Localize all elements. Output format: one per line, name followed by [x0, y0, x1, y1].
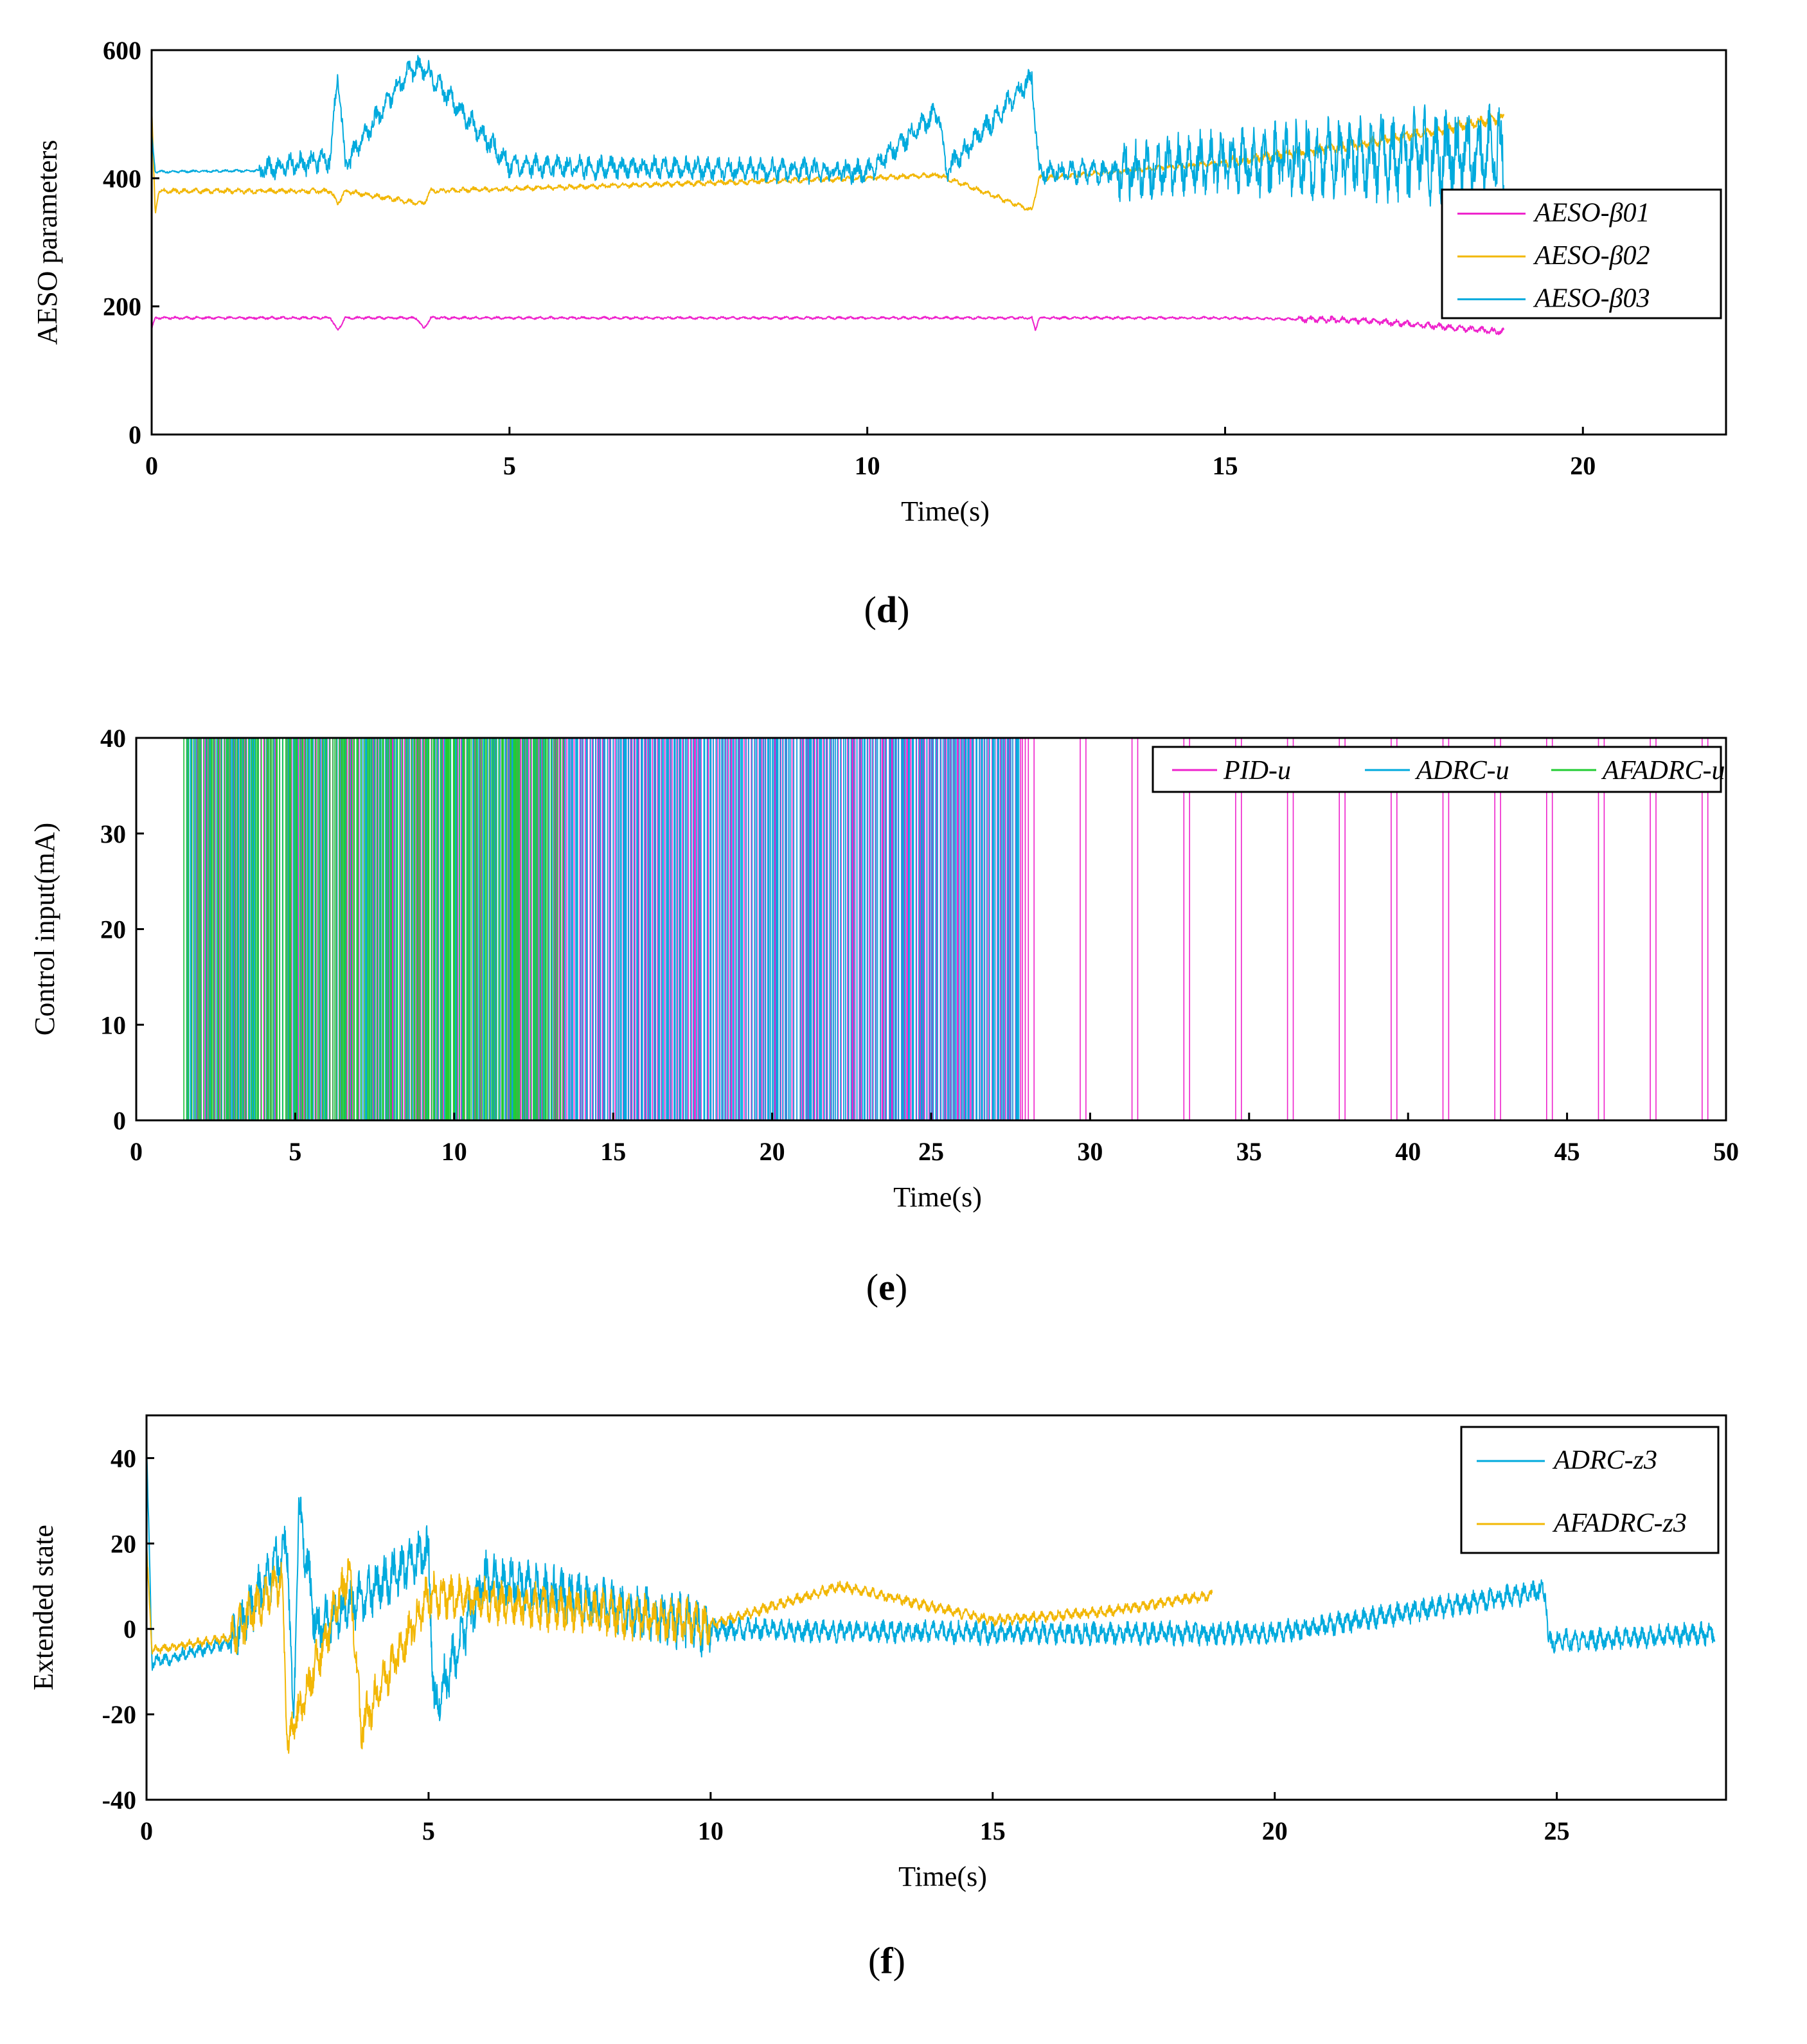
x-tick-label: 15 [600, 1137, 626, 1166]
caption-open-paren: ( [868, 1940, 880, 1982]
y-tick-label: 400 [103, 164, 141, 193]
panel-caption: (e) [866, 1266, 907, 1308]
chart-d: 0 200 400 600 0 5 10 15 20 Time(s) AESO parameters… [31, 36, 1727, 631]
legend-entry: AFADRC-z3 [1552, 1509, 1687, 1538]
series-line-afadrc-z3 [147, 1544, 1213, 1754]
x-tick-label: 25 [918, 1137, 944, 1166]
caption-open-paren: ( [864, 589, 877, 631]
x-tick-label: 35 [1236, 1137, 1262, 1166]
y-axis-label: Extended state [28, 1525, 59, 1690]
legend-entry: ADRC-z3 [1552, 1446, 1657, 1475]
x-tick-label: 30 [1077, 1137, 1103, 1166]
caption-close-paren: ) [897, 589, 909, 631]
x-axis-label: Time(s) [901, 496, 990, 527]
y-tick-label: 200 [103, 292, 141, 321]
x-tick-label: 0 [140, 1816, 153, 1845]
caption-open-paren: ( [866, 1266, 878, 1308]
legend-box [1152, 746, 1722, 793]
y-tick-label: 20 [111, 1529, 136, 1558]
caption-letter: d [877, 589, 897, 631]
series-line-aeso-03 [152, 55, 1505, 207]
chart-f: -40 -20 0 20 40 0 5 10 15 20 25 Time(s) Extended sta… [28, 1414, 1727, 1982]
legend: AESO-β01 AESO-β02 AESO-β03 [1441, 188, 1722, 319]
x-tick-label: 15 [1212, 451, 1238, 480]
plot-area [152, 55, 1505, 336]
panel-caption: (d) [864, 589, 910, 631]
series-line-adrc-z3 [147, 1442, 1716, 1721]
y-tick-label: 0 [129, 420, 141, 449]
x-tick-label: 0 [145, 451, 158, 480]
x-tick-label: 40 [1395, 1137, 1421, 1166]
x-axis-label: Time(s) [893, 1181, 982, 1213]
caption-letter: f [880, 1940, 893, 1982]
y-tick-label: 40 [111, 1444, 136, 1473]
series-line-aeso-01 [152, 315, 1505, 336]
legend-box [1460, 1426, 1720, 1554]
x-tick-label: 10 [698, 1816, 724, 1845]
y-axis-label: Control input(mA) [29, 823, 60, 1035]
x-tick-label: 25 [1544, 1816, 1570, 1845]
y-tick-label: 0 [123, 1615, 136, 1644]
legend-entry: AESO-β02 [1533, 241, 1650, 271]
x-tick-label: 20 [760, 1137, 785, 1166]
y-tick-label: 20 [100, 915, 126, 944]
y-axis-label: AESO parameters [31, 140, 63, 345]
y-tick-label: 40 [100, 724, 126, 753]
legend-box [1441, 188, 1722, 319]
legend-entry: ADRC-u [1414, 756, 1509, 785]
x-tick-label: 15 [980, 1816, 1006, 1845]
y-tick-label: -20 [102, 1700, 136, 1729]
legend: PID-u ADRC-u AFADRC-u [1152, 746, 1725, 793]
x-tick-label: 20 [1570, 451, 1596, 480]
x-tick-label: 20 [1262, 1816, 1288, 1845]
y-tick-label: 600 [103, 36, 141, 65]
plot-frame [150, 49, 1727, 436]
legend: ADRC-z3 AFADRC-z3 [1460, 1426, 1720, 1554]
plot-frame [145, 1414, 1727, 1801]
plot-area [136, 738, 1726, 1120]
x-tick-label: 50 [1713, 1137, 1739, 1166]
x-tick-label: 10 [441, 1137, 467, 1166]
series-line-aeso-02 [152, 105, 1505, 213]
caption-close-paren: ) [895, 1266, 907, 1308]
plot-area [147, 1442, 1716, 1754]
legend-entry: AFADRC-u [1601, 756, 1725, 785]
x-tick-label: 10 [855, 451, 880, 480]
caption-letter: e [878, 1266, 895, 1308]
x-tick-label: 5 [422, 1816, 435, 1845]
x-tick-label: 0 [130, 1137, 143, 1166]
panel-caption: (f) [868, 1940, 905, 1982]
legend-entry: PID-u [1223, 756, 1291, 785]
x-tick-label: 5 [503, 451, 516, 480]
x-tick-label: 45 [1554, 1137, 1580, 1166]
x-tick-label: 5 [289, 1137, 301, 1166]
series-line-afadrc-u [136, 738, 565, 1120]
series-line-adrc-u [136, 738, 1020, 1120]
x-axis-label: Time(s) [898, 1861, 987, 1892]
caption-close-paren: ) [893, 1940, 905, 1982]
y-tick-label: 30 [100, 820, 126, 848]
legend-entry: AESO-β03 [1533, 284, 1650, 314]
legend-entry: AESO-β01 [1533, 198, 1650, 228]
y-tick-label: 10 [100, 1010, 126, 1039]
y-tick-label: -40 [102, 1786, 136, 1815]
chart-e: 0 10 20 30 40 0 5 10 15 20 25 30 35 40 45 50 Time(s) Cont… [29, 724, 1739, 1308]
y-tick-label: 0 [113, 1106, 126, 1135]
